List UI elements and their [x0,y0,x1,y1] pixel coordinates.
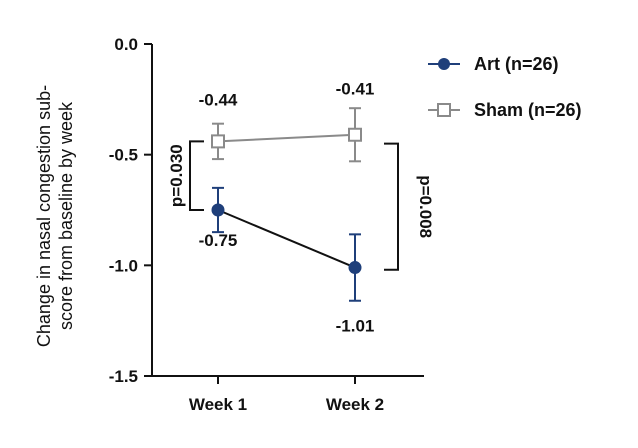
series-0: -0.75 -1.01 [199,186,375,336]
series-line [217,133,356,143]
data-label: -0.41 [336,80,375,99]
data-label: -0.75 [199,231,238,250]
y-axis-title-line: Change in nasal congestion sub- [34,85,54,347]
data-label: -1.01 [336,317,375,336]
legend-item: Art (n=26) [428,54,559,74]
y-axis-title-line: score from baseline by week [56,101,76,330]
legend-label: Art (n=26) [474,54,559,74]
data-label: -0.44 [199,90,238,109]
data-point [211,134,225,149]
significance-bracket [189,140,204,211]
p-value-label: p=0.030 [167,144,186,207]
legend-marker [437,103,451,117]
p-value-label: p=0.008 [416,175,435,238]
x-tick-label: Week 1 [189,395,247,414]
x-axis: Week 1 Week 2 [152,375,424,414]
y-ticks: 0.0 -0.5 -1.0 -1.5 [109,35,152,386]
legend-label: Sham (n=26) [474,100,582,120]
legend: Art (n=26) Sham (n=26) [428,54,582,120]
data-point [348,127,362,142]
data-point [211,203,225,217]
series-line [217,209,356,269]
legend-marker [438,58,450,70]
x-ticks: Week 1 Week 2 [189,376,384,414]
y-tick-label: 0.0 [114,35,138,54]
legend-item: Sham (n=26) [428,100,582,120]
significance-bracket [384,142,399,271]
y-axis-title: Change in nasal congestion sub-score fro… [34,85,76,347]
y-tick-label: -1.0 [109,256,138,275]
y-tick-label: -1.5 [109,367,138,386]
y-tick-label: -0.5 [109,146,138,165]
series-layer: -0.75 -1.01 -0.44 -0.41 [199,80,375,336]
y-axis: 0.0 -0.5 -1.0 -1.5 [109,35,153,386]
x-tick-label: Week 2 [326,395,384,414]
annotation-layer: p=0.030 p=0.008 [167,140,435,271]
data-point [348,261,362,275]
series-1: -0.44 -0.41 [199,80,375,163]
